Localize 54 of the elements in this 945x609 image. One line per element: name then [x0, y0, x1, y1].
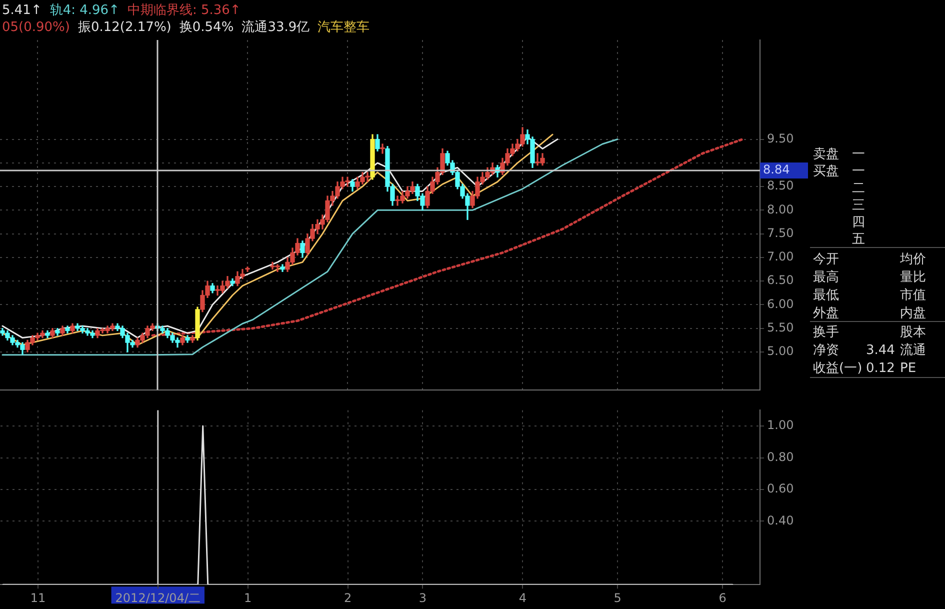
text: 振0.12(2.17%) — [78, 20, 172, 35]
text: 卖盘 — [813, 147, 839, 163]
text: 3.44 — [866, 343, 895, 359]
text: 流通33.9亿 — [242, 20, 310, 35]
text: 量比 — [900, 270, 926, 286]
text: 汽车整车 — [318, 20, 370, 35]
ref-line-label: 8.84 — [763, 162, 790, 177]
text: 净资 — [813, 343, 839, 359]
text: 一 — [852, 164, 865, 180]
text: 中期临界线: 5.36↑ — [127, 3, 241, 18]
text: PE — [900, 361, 916, 377]
y-tick-label: 5.50 — [767, 320, 794, 334]
y-tick-label: 0.80 — [767, 450, 794, 464]
x-tick-label: 5 — [614, 590, 622, 605]
text: 流通 — [900, 343, 926, 359]
text: 0.12 — [866, 361, 895, 377]
y-tick-label: 0.60 — [767, 482, 794, 496]
text: 内盘 — [900, 306, 926, 322]
text: 买盘 — [813, 164, 839, 180]
y-tick-label: 8.00 — [767, 202, 794, 216]
y-tick-label: 0.40 — [767, 513, 794, 528]
text: 05(0.90%) — [2, 20, 70, 35]
x-tick-label: 2 — [344, 590, 352, 605]
x-tick-label: 1 — [244, 590, 252, 605]
x-tick-label: 6 — [718, 590, 726, 605]
text: 外盘 — [813, 306, 839, 322]
text: 今开 — [813, 252, 839, 268]
text: 换手 — [813, 325, 839, 341]
text: 5.41↑ — [2, 3, 42, 18]
y-tick-label: 6.50 — [767, 273, 794, 288]
text: 轨4: 4.96↑ — [50, 3, 120, 18]
text: 换0.54% — [179, 20, 234, 35]
y-tick-label: 9.50 — [767, 131, 794, 146]
x-tick-label: 2012/12/04/二 — [115, 590, 201, 605]
text: 三 — [852, 198, 865, 214]
text: 一 — [852, 147, 865, 163]
y-tick-label: 1.00 — [767, 418, 794, 432]
text: 四 — [852, 215, 865, 231]
y-tick-label: 6.00 — [767, 296, 794, 311]
text: 二 — [852, 181, 865, 197]
y-tick-label: 8.50 — [767, 178, 794, 193]
y-tick-label: 7.50 — [767, 226, 794, 240]
text: 最高 — [813, 270, 839, 286]
text: 市值 — [900, 288, 926, 304]
text: 均价 — [900, 252, 926, 268]
x-tick-label: 11 — [30, 590, 46, 605]
x-tick-label: 3 — [418, 590, 427, 605]
y-tick-label: 7.00 — [767, 250, 794, 264]
text: 最低 — [813, 288, 839, 304]
y-tick-label: 5.00 — [767, 344, 794, 358]
text: 股本 — [900, 325, 926, 341]
text: 收益(一) — [813, 361, 862, 377]
text: 五 — [852, 232, 865, 248]
x-tick-label: 4 — [518, 590, 526, 605]
